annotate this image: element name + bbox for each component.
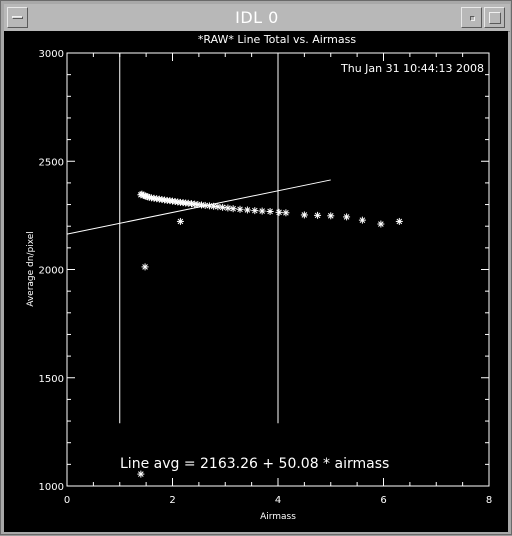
x-tick-label: 8 — [486, 495, 492, 506]
data-point — [219, 203, 227, 211]
plot-canvas: *RAW* Line Total vs. Airmass Thu Jan 31 … — [4, 31, 508, 532]
chart-title: *RAW* Line Total vs. Airmass — [198, 33, 356, 46]
data-point — [343, 213, 351, 221]
data-point — [224, 204, 232, 212]
x-tick-label: 0 — [64, 495, 70, 506]
y-tick-label: 1000 — [39, 482, 64, 493]
x-tick-label: 2 — [169, 495, 175, 506]
data-point — [229, 205, 237, 213]
y-tick-label: 3000 — [39, 49, 64, 60]
x-tick-label: 6 — [380, 495, 386, 506]
data-point — [141, 263, 149, 271]
data-point — [314, 211, 322, 219]
data-point — [176, 217, 184, 225]
data-point — [236, 205, 244, 213]
x-axis-label: Airmass — [260, 512, 296, 522]
timestamp: Thu Jan 31 10:44:13 2008 — [340, 62, 484, 75]
window-menu-icon — [12, 16, 23, 19]
chart-svg: *RAW* Line Total vs. Airmass Thu Jan 31 … — [26, 33, 493, 522]
data-point — [137, 470, 145, 478]
title-bar[interactable]: IDL 0 — [4, 4, 510, 32]
data-point — [327, 212, 335, 220]
y-tick-label: 2000 — [39, 266, 64, 277]
data-points — [137, 190, 403, 478]
data-point — [275, 208, 283, 216]
data-point — [358, 216, 366, 224]
data-point — [282, 209, 290, 217]
vertical-markers — [119, 53, 279, 424]
axis-ticks: 0 2 4 6 8 1000 1500 2000 2500 3000 — [39, 49, 493, 506]
maximize-button[interactable] — [484, 7, 505, 28]
data-point — [243, 206, 251, 214]
data-point — [377, 220, 385, 228]
minimize-icon — [470, 16, 475, 21]
data-point — [251, 207, 259, 215]
data-point — [258, 207, 266, 215]
data-point — [214, 203, 222, 211]
window-title: IDL 0 — [235, 8, 279, 27]
y-tick-label: 2500 — [39, 157, 64, 168]
minimize-button[interactable] — [461, 7, 482, 28]
y-tick-label: 1500 — [39, 374, 64, 385]
window-menu-button[interactable] — [7, 7, 28, 28]
y-axis-label: Average dn/pixel — [26, 231, 36, 307]
maximize-icon — [489, 12, 501, 24]
fit-annotation: Line avg = 2163.26 + 50.08 * airmass — [120, 456, 389, 472]
x-tick-label: 4 — [275, 495, 281, 506]
data-point — [300, 211, 308, 219]
data-point — [395, 217, 403, 225]
data-point — [266, 207, 274, 215]
